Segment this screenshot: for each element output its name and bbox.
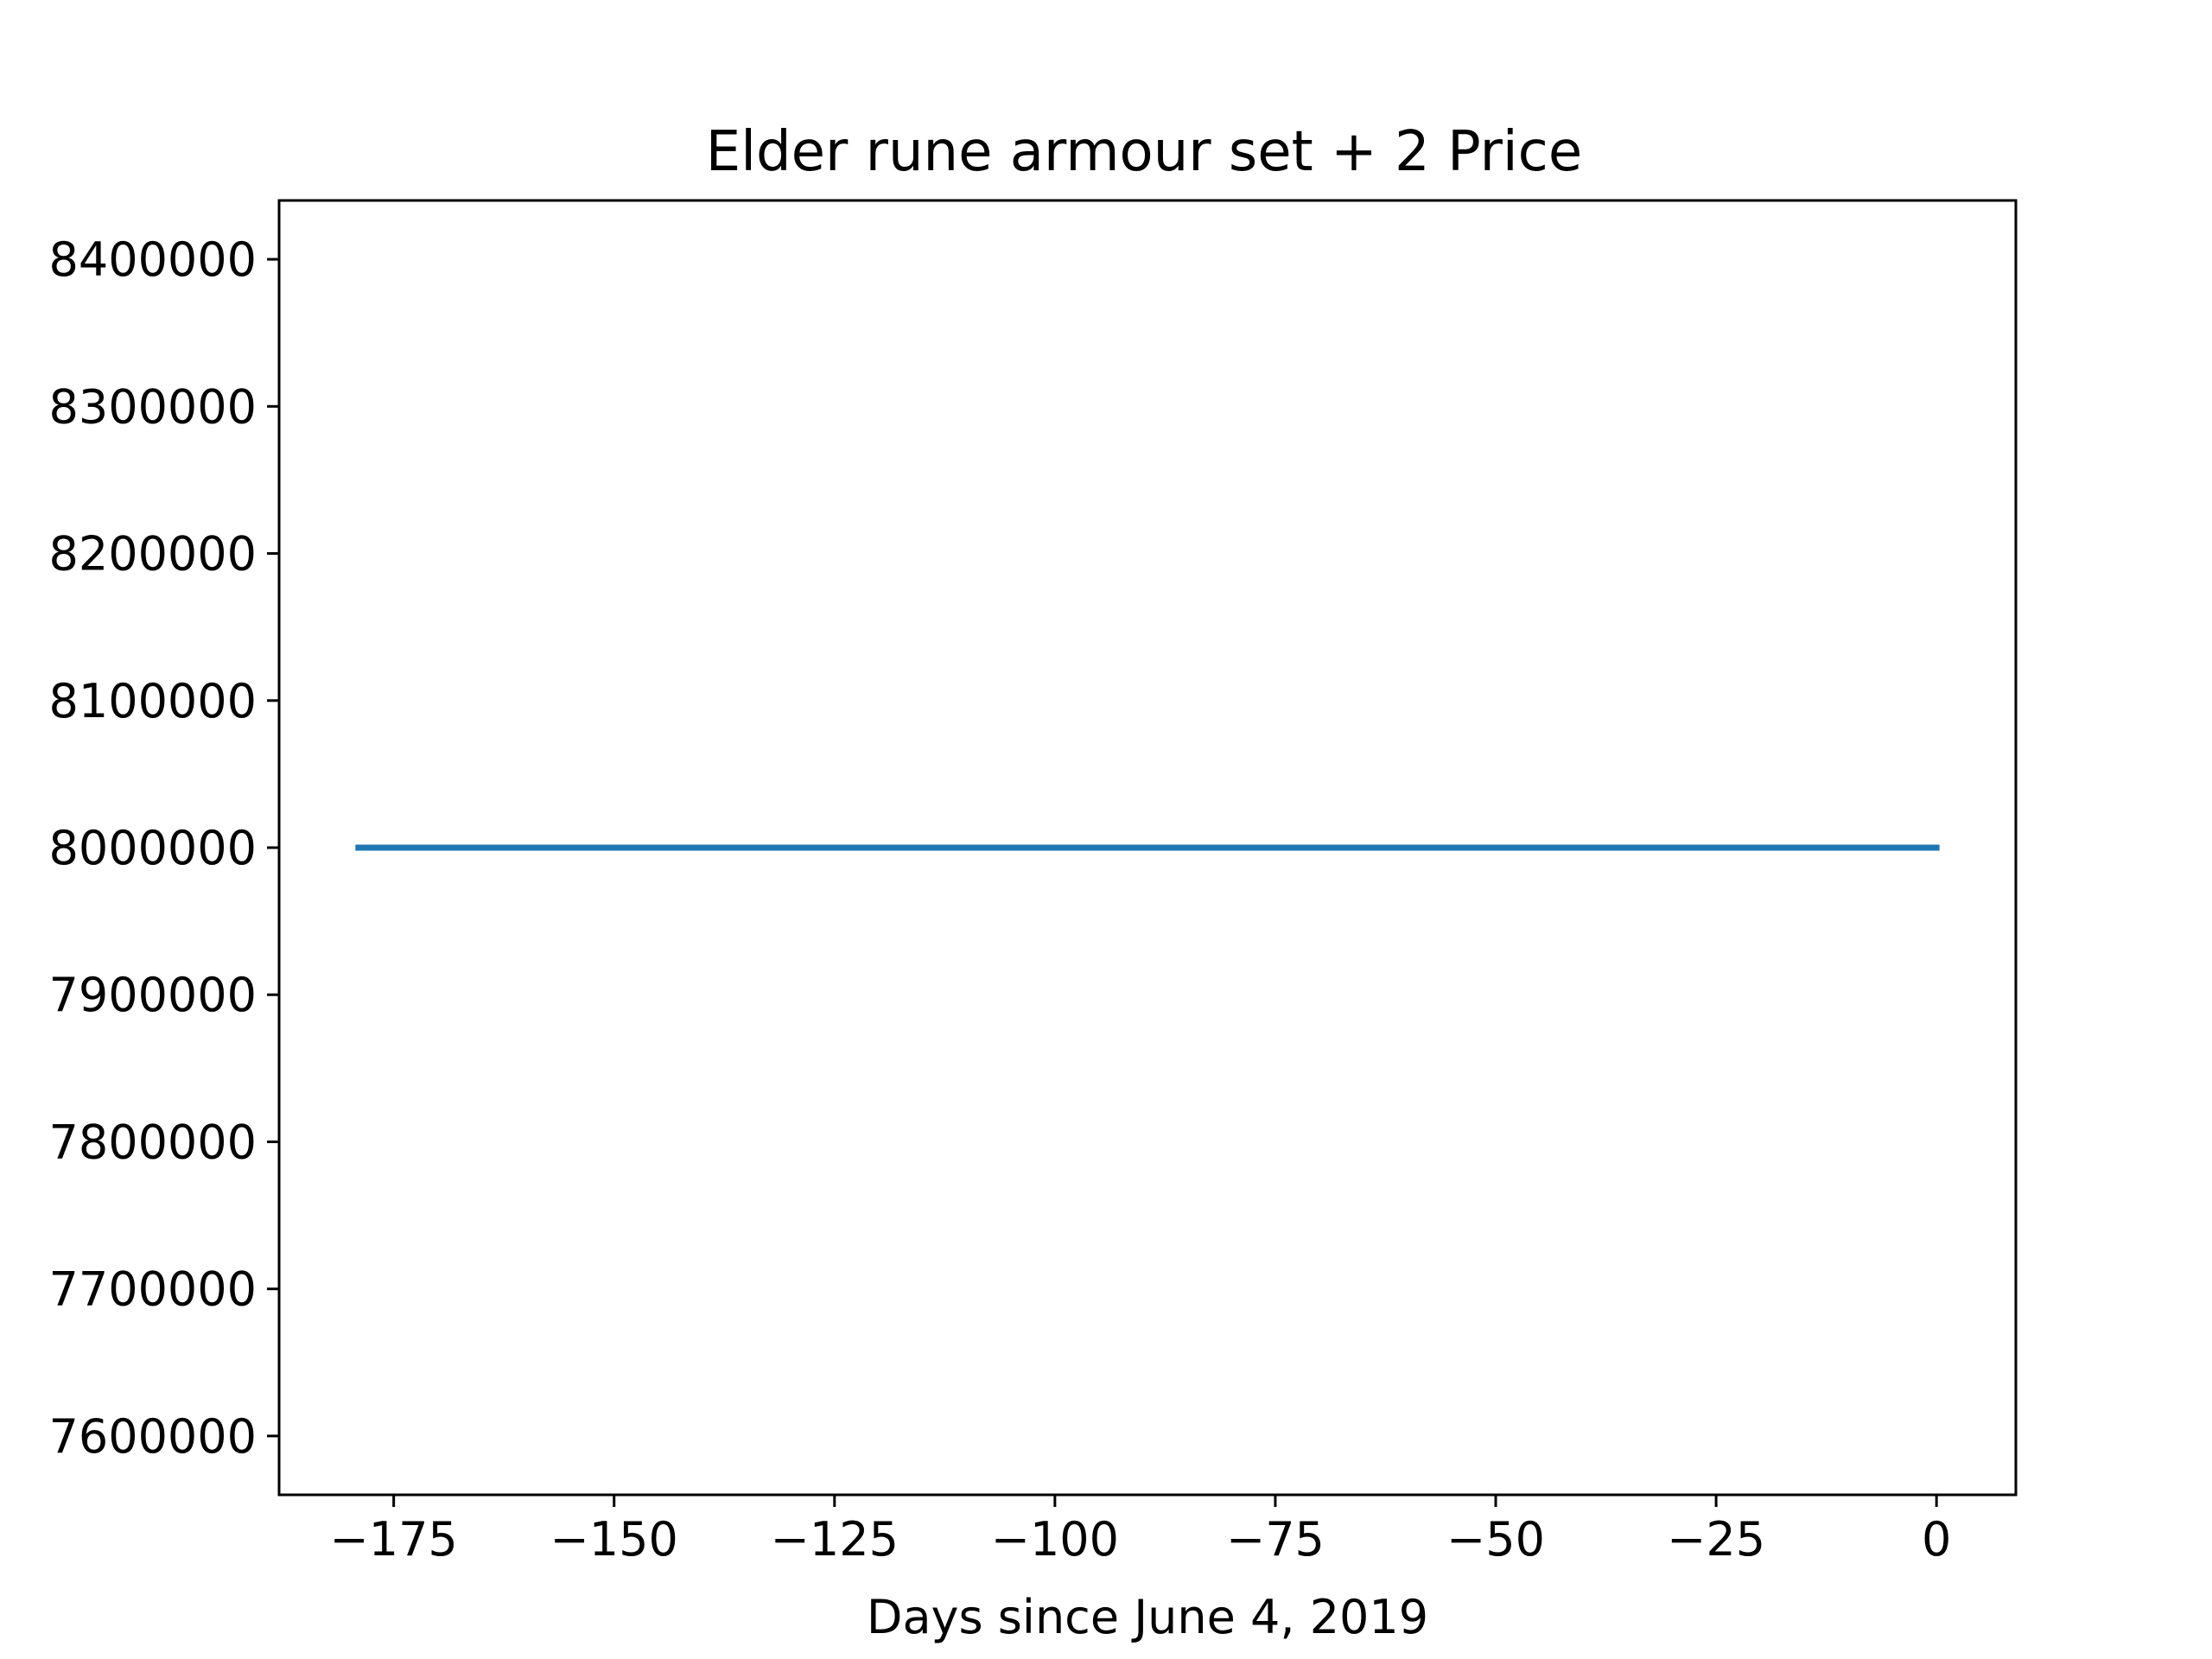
y-tick-label: 8300000	[49, 379, 257, 434]
y-tick-label: 8000000	[49, 821, 257, 875]
chart-title: Elder rune armour set + 2 Price	[706, 120, 1582, 184]
x-tick-label: −100	[991, 1512, 1119, 1567]
x-tick-label: −25	[1667, 1512, 1765, 1567]
y-tick-label: 8400000	[49, 232, 257, 287]
y-axis-ticks: 7600000 7700000 7800000 7900000 8000000 81000…	[49, 232, 279, 1464]
x-tick-label: 0	[1922, 1512, 1951, 1567]
y-tick-label: 7600000	[49, 1409, 257, 1464]
x-tick-label: −175	[329, 1512, 457, 1567]
x-tick-label: −50	[1446, 1512, 1545, 1567]
y-tick-label: 7700000	[49, 1262, 257, 1317]
y-tick-label: 8100000	[49, 674, 257, 728]
x-tick-label: −75	[1226, 1512, 1325, 1567]
plot-area-frame	[277, 199, 2018, 1497]
x-axis-label: Days since June 4, 2019	[867, 1590, 1428, 1644]
y-tick-label: 7900000	[49, 968, 257, 1022]
y-tick-label: 8200000	[49, 527, 257, 582]
x-axis-ticks: −175 −150 −125 −100 −75 −50 −25 0	[329, 1495, 1951, 1567]
y-tick-label: 7800000	[49, 1115, 257, 1169]
x-tick-label: −150	[550, 1512, 678, 1567]
x-tick-label: −125	[771, 1512, 899, 1567]
